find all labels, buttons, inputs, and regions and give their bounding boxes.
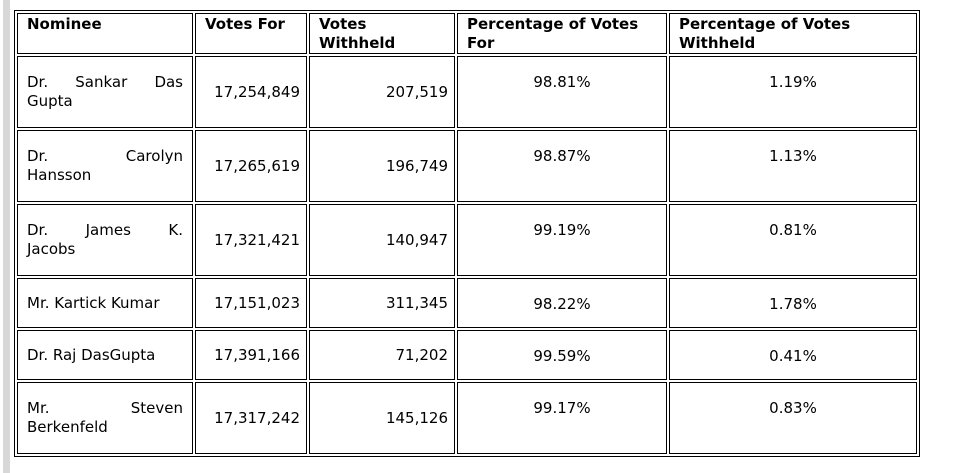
table-row: Dr. Raj DasGupta 17,391,166 71,202 99.59% 0.…: [17, 330, 917, 380]
votes-withheld-cell: 311,345: [309, 278, 455, 328]
column-header-nominee: Nominee: [17, 13, 193, 54]
nominee-name-line: Dr. James K.: [27, 221, 183, 239]
column-header-pct-withheld: Percentage of Votes Withheld: [669, 13, 917, 54]
pct-withheld-cell: 1.19%: [669, 56, 917, 128]
table-row: Mr. Kartick Kumar 17,151,023 311,345 98.22%…: [17, 278, 917, 328]
nominee-cell: Dr. Sankar Das Gupta: [17, 56, 193, 128]
nominee-cell: Mr. Steven Berkenfeld: [17, 382, 193, 454]
pct-for-cell: 98.81%: [457, 56, 667, 128]
table-row: Dr. Sankar Das Gupta 17,254,849 207,519 98.81%…: [17, 56, 917, 128]
pct-withheld-cell: 0.81%: [669, 204, 917, 276]
table-row: Dr. James K. Jacobs 17,321,421 140,947 99.19% 0…: [17, 204, 917, 276]
pct-for-cell: 98.87%: [457, 130, 667, 202]
votes-withheld-cell: 140,947: [309, 204, 455, 276]
votes-withheld-cell: 71,202: [309, 330, 455, 380]
nominee-cell: Dr. James K. Jacobs: [17, 204, 193, 276]
pct-withheld-cell: 1.78%: [669, 278, 917, 328]
pct-for-cell: 99.17%: [457, 382, 667, 454]
pct-for-cell: 99.19%: [457, 204, 667, 276]
table-header: Nominee Votes For Votes Withheld Percentage…: [17, 13, 917, 54]
votes-for-cell: 17,321,421: [195, 204, 307, 276]
nominee-cell: Dr. Carolyn Hansson: [17, 130, 193, 202]
votes-for-cell: 17,317,242: [195, 382, 307, 454]
page-left-edge-strip: [3, 0, 10, 473]
votes-for-cell: 17,254,849: [195, 56, 307, 128]
pct-withheld-cell: 1.13%: [669, 130, 917, 202]
votes-for-cell: 17,265,619: [195, 130, 307, 202]
votes-for-cell: 17,391,166: [195, 330, 307, 380]
nominee-name-line: Jacobs: [27, 240, 76, 258]
votes-withheld-cell: 207,519: [309, 56, 455, 128]
nominee-name-line: Dr. Carolyn: [27, 147, 183, 165]
pct-withheld-cell: 0.41%: [669, 330, 917, 380]
table-row: Mr. Steven Berkenfeld 17,317,242 145,126 99.1…: [17, 382, 917, 454]
table-body: Dr. Sankar Das Gupta 17,254,849 207,519 98.81%…: [17, 56, 917, 454]
column-header-pct-for: Percentage of Votes For: [457, 13, 667, 54]
nominee-name-line: Gupta: [27, 92, 73, 110]
column-header-votes-withheld: Votes Withheld: [309, 13, 455, 54]
votes-withheld-cell: 145,126: [309, 382, 455, 454]
voting-results-table: Nominee Votes For Votes Withheld Percentage…: [14, 10, 920, 457]
votes-for-cell: 17,151,023: [195, 278, 307, 328]
pct-for-cell: 98.22%: [457, 278, 667, 328]
nominee-name-line: Dr. Sankar Das: [27, 73, 183, 91]
nominee-name-line: Hansson: [27, 166, 92, 184]
pct-for-cell: 99.59%: [457, 330, 667, 380]
nominee-cell: Dr. Raj DasGupta: [17, 330, 193, 380]
votes-withheld-cell: 196,749: [309, 130, 455, 202]
column-header-votes-for: Votes For: [195, 13, 307, 54]
nominee-cell: Mr. Kartick Kumar: [17, 278, 193, 328]
nominee-name-line: Berkenfeld: [27, 418, 108, 436]
nominee-name-line: Mr. Steven: [27, 399, 183, 417]
pct-withheld-cell: 0.83%: [669, 382, 917, 454]
header-row: Nominee Votes For Votes Withheld Percentage…: [17, 13, 917, 54]
table-row: Dr. Carolyn Hansson 17,265,619 196,749 98.87%…: [17, 130, 917, 202]
